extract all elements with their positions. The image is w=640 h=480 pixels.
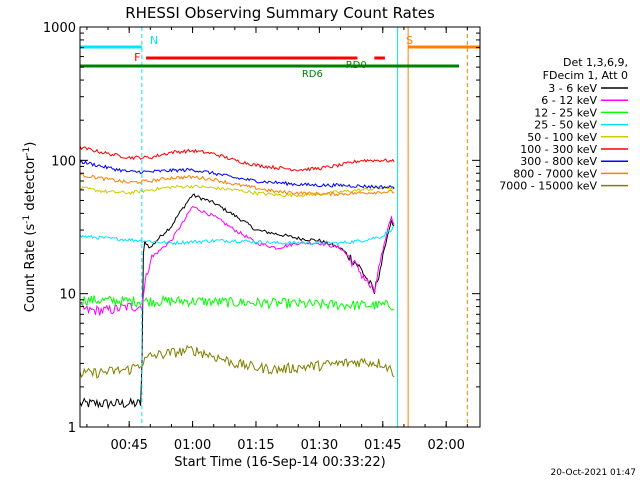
x-tick-label: 01:45 — [364, 438, 401, 453]
plot-content: NF S RD6 RD0 — [79, 27, 480, 427]
legend-label: 100 - 300 keV — [520, 143, 597, 156]
legend-title-1: Det 1,3,6,9, — [563, 56, 628, 69]
series-line-100-300-keV — [79, 145, 395, 172]
series-line-7000-15000-keV — [79, 344, 395, 379]
legend-label: 800 - 7000 keV — [513, 167, 597, 180]
legend-label: 300 - 800 keV — [520, 155, 597, 168]
flag-label: S — [406, 34, 413, 47]
x-tick-label: 02:00 — [427, 438, 464, 453]
flag-label: N — [150, 34, 158, 47]
flag-label: RD0 — [346, 60, 367, 71]
x-tick-label: 01:00 — [174, 438, 211, 453]
legend-label: 12 - 25 keV — [534, 106, 597, 119]
x-tick-label: 00:45 — [110, 438, 147, 453]
series-line-25-50-keV — [79, 226, 395, 246]
flag-label: F — [134, 51, 140, 64]
series-line-3-6-keV — [79, 193, 395, 410]
legend-label: 3 - 6 keV — [548, 82, 597, 95]
series-line-300-800-keV — [79, 159, 395, 190]
series-line-12-25-keV — [79, 294, 395, 311]
legend: Det 1,3,6,9, FDecim 1, Att 0 3 - 6 keV6 … — [499, 56, 628, 193]
legend-label: 7000 - 15000 keV — [499, 180, 597, 193]
flag-label: RD6 — [302, 69, 323, 80]
timestamp: 20-Oct-2021 01:47 — [551, 468, 636, 478]
series-line-50-100-keV — [79, 184, 395, 198]
y-tick-label: 1000 — [43, 21, 76, 36]
x-tick-label: 01:15 — [237, 438, 274, 453]
legend-label: 50 - 100 keV — [527, 131, 597, 144]
plot-frame — [79, 26, 481, 428]
y-tick-label: 10 — [59, 288, 76, 303]
y-tick-label: 100 — [51, 154, 76, 169]
y-axis-label: Count Rate (s-1 detector-1) — [22, 142, 38, 313]
legend-label: 25 - 50 keV — [534, 119, 597, 132]
y-tick-label: 1 — [68, 421, 76, 436]
x-axis-label: Start Time (16-Sep-14 00:33:22) — [174, 455, 385, 470]
y-axis-ticks: 1 10 100 1000 — [43, 21, 480, 436]
x-axis-ticks: 00:45 01:00 01:15 01:30 01:45 02:00 — [86, 27, 468, 453]
series-line-800-7000-keV — [79, 173, 395, 197]
legend-title-2: FDecim 1, Att 0 — [543, 69, 628, 82]
series-line-6-12-keV — [79, 205, 395, 316]
legend-label: 6 - 12 keV — [541, 94, 597, 107]
chart-title: RHESSI Observing Summary Count Rates — [125, 4, 435, 22]
x-tick-label: 01:30 — [301, 438, 338, 453]
